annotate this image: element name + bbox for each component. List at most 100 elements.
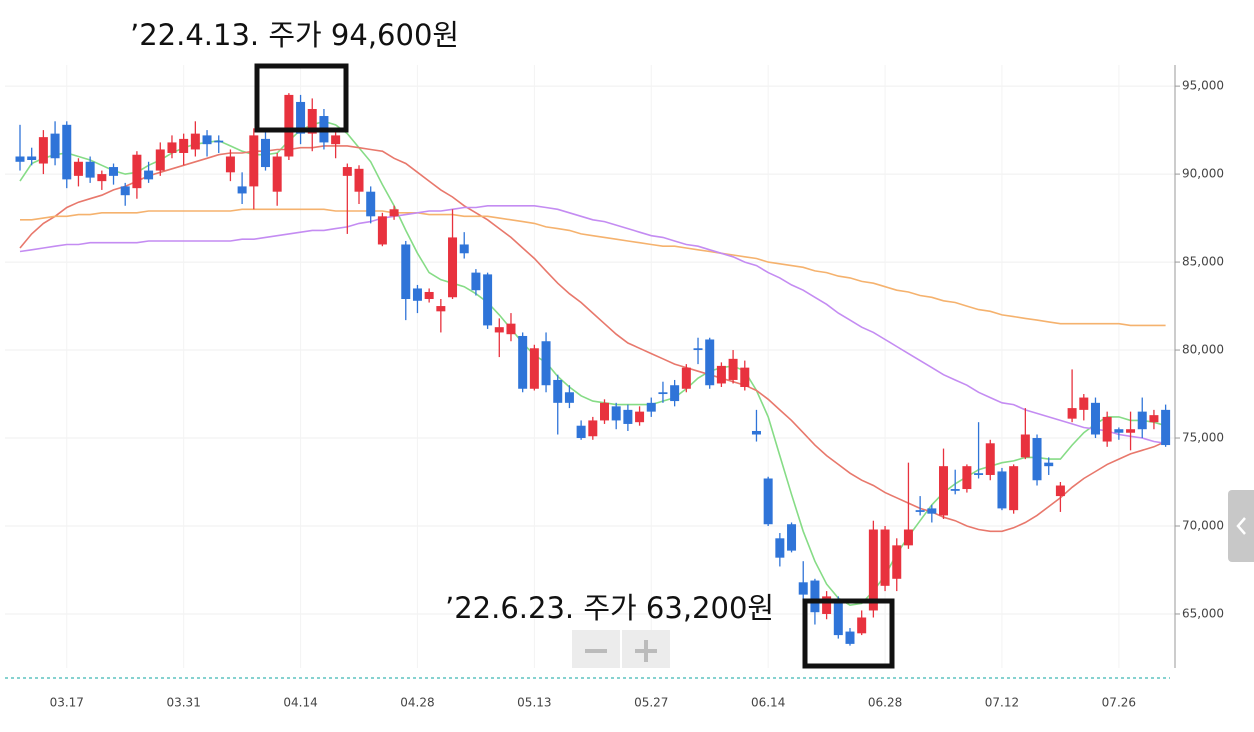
candle-body bbox=[1090, 402, 1100, 435]
candle-body bbox=[798, 582, 808, 595]
candle-body bbox=[1137, 411, 1147, 430]
candle-body bbox=[1149, 415, 1159, 423]
candle-body bbox=[985, 443, 995, 475]
candle-body bbox=[553, 379, 563, 403]
candle-body bbox=[939, 466, 949, 516]
candle-body bbox=[260, 138, 270, 168]
candle-body bbox=[401, 244, 411, 300]
x-tick-label: 06.14 bbox=[751, 696, 785, 710]
candle-body bbox=[611, 406, 621, 421]
y-tick-label: 80,000 bbox=[1182, 343, 1224, 357]
candle-body bbox=[506, 323, 516, 335]
candle-body bbox=[144, 170, 154, 180]
candle-layer bbox=[15, 93, 1171, 646]
candle-body bbox=[903, 529, 913, 546]
candle-body bbox=[132, 154, 142, 189]
x-tick-label: 04.14 bbox=[283, 696, 317, 710]
candle-body bbox=[868, 529, 878, 611]
candle-body bbox=[424, 291, 434, 300]
zoom-out-button[interactable] bbox=[572, 630, 620, 668]
candle-body bbox=[775, 538, 785, 558]
candle-body bbox=[73, 161, 83, 176]
candle-body bbox=[1161, 409, 1171, 446]
candle-body bbox=[249, 135, 259, 187]
candle-body bbox=[997, 471, 1007, 509]
moving-average-line bbox=[20, 208, 1166, 327]
candle-body bbox=[974, 473, 984, 475]
candle-body bbox=[564, 392, 574, 403]
candle-body bbox=[377, 216, 387, 245]
candle-body bbox=[284, 94, 294, 157]
annotation: ’22.4.13. 주가 94,600원 bbox=[130, 18, 459, 52]
candle-body bbox=[202, 135, 212, 145]
candle-body bbox=[272, 156, 282, 192]
candle-body bbox=[529, 348, 539, 389]
candle-body bbox=[833, 603, 843, 636]
candle-body bbox=[342, 167, 352, 176]
candle-body bbox=[588, 420, 598, 437]
candle-body bbox=[15, 156, 25, 162]
annotation: ’22.6.23. 주가 63,200원 bbox=[445, 591, 774, 625]
x-tick-label: 07.12 bbox=[985, 696, 1019, 710]
candle-body bbox=[85, 161, 95, 178]
candle-body bbox=[635, 411, 645, 423]
zoom-in-button[interactable] bbox=[622, 630, 670, 668]
candle-body bbox=[915, 510, 925, 512]
moving-average-line bbox=[19, 205, 1166, 445]
x-tick-label: 03.31 bbox=[166, 696, 200, 710]
candle-body bbox=[518, 335, 528, 389]
grid-layer bbox=[5, 65, 1180, 668]
candle-body bbox=[471, 272, 481, 291]
x-tick-label: 04.28 bbox=[400, 696, 434, 710]
candle-body bbox=[681, 367, 691, 389]
candle-body bbox=[1032, 438, 1042, 481]
candle-body bbox=[787, 524, 797, 551]
moving-average-layer bbox=[19, 120, 1166, 607]
candle-body bbox=[880, 529, 890, 586]
candle-body bbox=[1079, 397, 1089, 410]
candle-body bbox=[436, 306, 446, 312]
candle-body bbox=[109, 167, 119, 176]
candle-body bbox=[494, 327, 504, 333]
candle-body bbox=[354, 168, 364, 192]
candle-body bbox=[62, 124, 72, 180]
candle-body bbox=[576, 425, 586, 439]
candle-body bbox=[1102, 416, 1112, 442]
candle-body bbox=[366, 191, 376, 217]
x-tick-label: 03.17 bbox=[50, 696, 84, 710]
candle-body bbox=[27, 156, 37, 161]
candle-body bbox=[1020, 434, 1030, 458]
candle-body bbox=[97, 174, 107, 182]
candle-body bbox=[225, 156, 235, 173]
candle-body bbox=[962, 466, 972, 490]
candle-body bbox=[857, 617, 867, 634]
candle-body bbox=[1114, 429, 1124, 433]
y-tick-label: 90,000 bbox=[1182, 167, 1224, 181]
side-panel-toggle[interactable] bbox=[1228, 490, 1254, 562]
candle-body bbox=[1044, 462, 1054, 467]
candle-body bbox=[214, 140, 224, 143]
candle-body bbox=[693, 348, 703, 351]
highlight-box bbox=[802, 598, 895, 669]
candle-body bbox=[822, 596, 832, 614]
x-tick-label: 05.13 bbox=[517, 696, 551, 710]
candle-body bbox=[716, 365, 726, 384]
candle-body bbox=[763, 478, 773, 525]
highlight-box bbox=[254, 63, 349, 133]
candle-body bbox=[483, 274, 493, 326]
candle-body bbox=[600, 402, 609, 421]
candle-body bbox=[296, 101, 306, 134]
candle-body bbox=[845, 631, 855, 644]
candle-body bbox=[950, 489, 960, 491]
candle-body bbox=[1067, 408, 1077, 419]
y-tick-label: 85,000 bbox=[1182, 255, 1224, 269]
candle-body bbox=[167, 142, 177, 153]
y-tick-label: 75,000 bbox=[1182, 431, 1224, 445]
candle-body bbox=[728, 358, 738, 380]
candle-body bbox=[705, 339, 715, 386]
candle-body bbox=[448, 237, 458, 298]
candle-body bbox=[459, 244, 469, 254]
candle-body bbox=[541, 341, 551, 386]
candle-body bbox=[751, 430, 761, 435]
